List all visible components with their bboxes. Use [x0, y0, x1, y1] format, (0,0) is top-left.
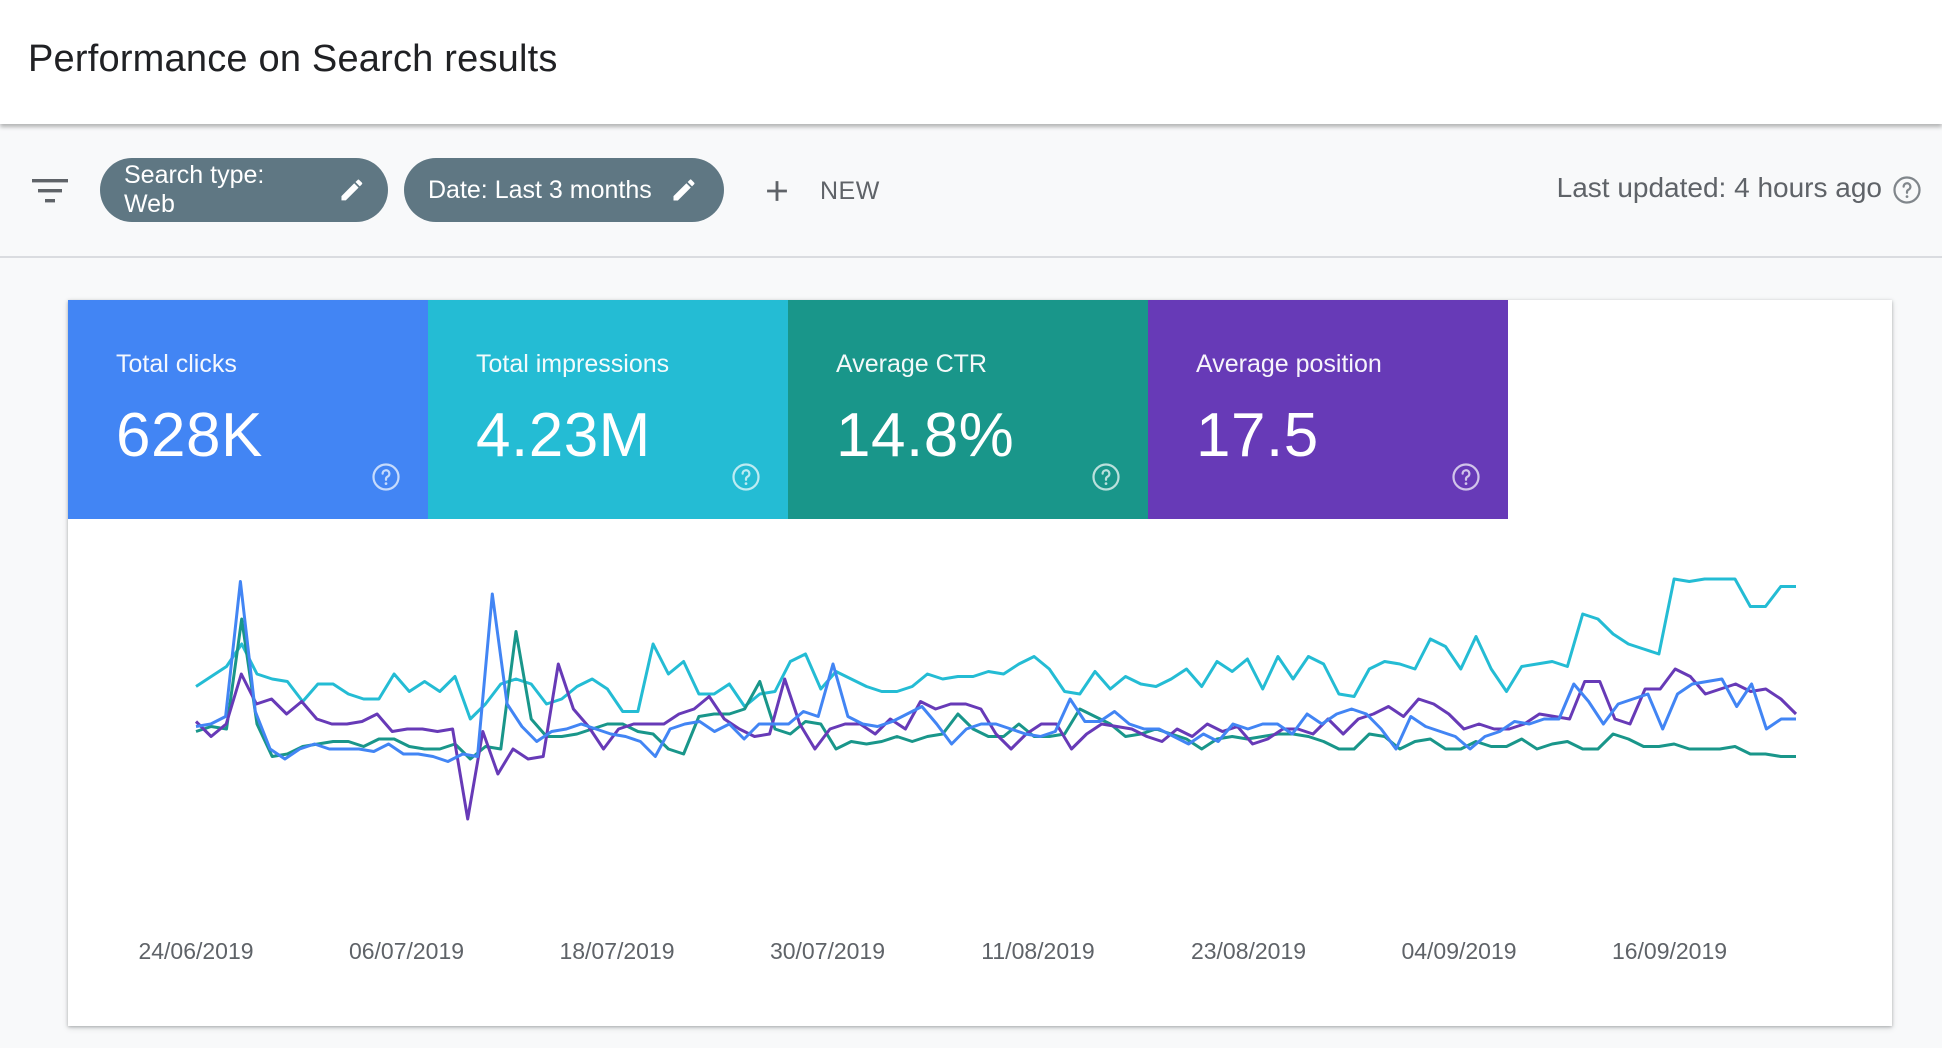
metric-label: Total impressions — [476, 350, 670, 378]
x-tick-label: 04/09/2019 — [1401, 938, 1516, 964]
page-title: Performance on Search results — [28, 38, 558, 80]
series-line-total-clicks[interactable] — [195, 617, 1796, 761]
help-circle-icon[interactable] — [1451, 462, 1481, 492]
metric-total-clicks[interactable]: Total clicks 628K — [68, 300, 428, 519]
performance-card: Total clicks 628K Total impressions 4.23… — [68, 300, 1892, 1026]
search-type-chip[interactable]: Search type: Web — [100, 158, 388, 222]
filter-list-icon[interactable] — [30, 176, 70, 206]
performance-chart[interactable]: 24/06/2019 06/07/2019 18/07/2019 30/07/2019… — [68, 519, 1892, 1026]
metric-label: Average position — [1196, 350, 1382, 378]
help-circle-icon[interactable] — [1892, 175, 1922, 205]
help-circle-icon[interactable] — [731, 462, 761, 492]
metric-value: 17.5 — [1196, 401, 1319, 470]
page-header: Performance on Search results — [0, 0, 1942, 124]
x-tick-label: 11/08/2019 — [981, 938, 1094, 964]
new-filter-button[interactable]: NEW — [760, 166, 880, 216]
x-tick-label: 18/07/2019 — [559, 938, 674, 964]
series-line-average-position[interactable] — [194, 662, 1798, 821]
x-tick-label: 16/09/2019 — [1612, 938, 1727, 964]
metric-value: 4.23M — [476, 401, 651, 470]
metric-value: 14.8% — [836, 401, 1015, 470]
pencil-icon — [673, 179, 695, 201]
plus-icon — [767, 181, 787, 201]
last-updated-text: Last updated: 4 hours ago — [1556, 172, 1882, 203]
metric-label: Total clicks — [116, 350, 237, 378]
x-tick-label: 23/08/2019 — [1191, 938, 1306, 964]
metric-average-ctr[interactable]: Average CTR 14.8% — [788, 300, 1148, 519]
x-tick-label: 06/07/2019 — [349, 938, 464, 964]
x-tick-label: 24/06/2019 — [138, 938, 253, 964]
series-line-total-impressions[interactable] — [195, 577, 1796, 721]
pencil-icon — [341, 179, 363, 201]
x-tick-label: 30/07/2019 — [770, 938, 885, 964]
date-range-chip-label: Date: Last 3 months — [428, 175, 652, 204]
search-type-chip-label: Search type: Web — [124, 161, 265, 218]
metric-total-impressions[interactable]: Total impressions 4.23M — [428, 300, 788, 519]
metric-label: Average CTR — [836, 350, 987, 378]
help-circle-icon[interactable] — [371, 462, 401, 492]
new-filter-label: NEW — [820, 176, 880, 205]
help-circle-icon[interactable] — [1091, 462, 1121, 492]
date-range-chip[interactable]: Date: Last 3 months — [404, 158, 724, 222]
filter-bar: Search type: Web Date: Last 3 months NEW… — [0, 126, 1942, 258]
series-line-average-ctr[interactable] — [195, 580, 1796, 763]
metric-average-position[interactable]: Average position 17.5 — [1148, 300, 1508, 519]
metric-value: 628K — [116, 401, 263, 470]
